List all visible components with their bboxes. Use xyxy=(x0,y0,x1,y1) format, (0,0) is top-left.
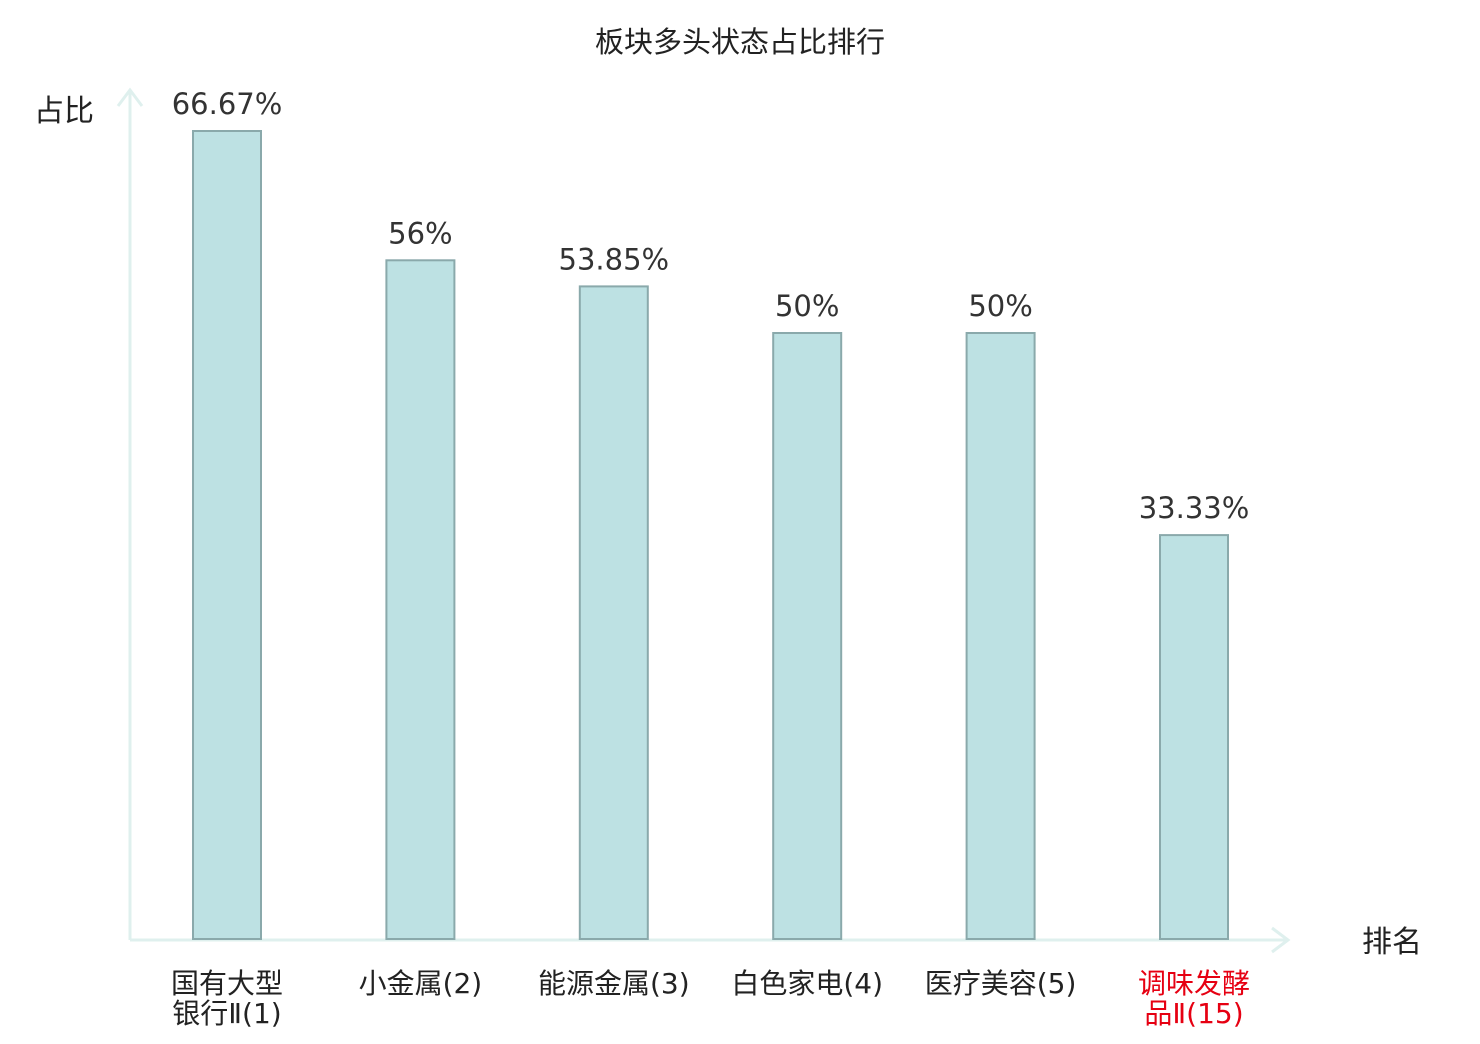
bar-2 xyxy=(385,259,456,940)
category-label-4-line-1: 白色家电(4) xyxy=(731,967,883,1000)
y-axis-label: 占比 xyxy=(34,94,94,129)
bar-1 xyxy=(192,130,262,940)
value-label-4: 50% xyxy=(775,289,839,323)
category-label-6-line-2: 品Ⅱ(15) xyxy=(1144,997,1243,1030)
y-axis-arrow-icon xyxy=(116,87,144,107)
value-label-3: 53.85% xyxy=(559,242,670,276)
bars-group xyxy=(192,130,1229,940)
bar-5 xyxy=(965,332,1036,940)
category-label-6-line-1: 调味发酵 xyxy=(1138,967,1250,1000)
chart-title: 板块多头状态占比排行 xyxy=(595,25,885,59)
category-label-2-line-1: 小金属(2) xyxy=(359,967,483,1000)
category-label-1-line-1: 国有大型 xyxy=(171,967,283,1000)
value-label-2: 56% xyxy=(388,216,452,250)
category-label-3-line-1: 能源金属(3) xyxy=(538,967,690,1000)
category-label-5-line-1: 医疗美容(5) xyxy=(925,967,1077,1000)
bar-3 xyxy=(578,285,649,940)
value-label-6: 33.33% xyxy=(1139,491,1250,525)
value-label-1: 66.67% xyxy=(172,87,283,121)
x-axis xyxy=(130,926,1291,954)
bar-4 xyxy=(772,332,843,940)
y-axis xyxy=(116,87,144,940)
bar-6 xyxy=(1159,534,1229,940)
value-label-5: 50% xyxy=(968,289,1032,323)
value-labels-group: 66.67% 56% 53.85% 50% 50% 33.33% xyxy=(172,87,1250,525)
x-axis-label: 排名 xyxy=(1362,925,1422,960)
x-axis-arrow-icon xyxy=(1271,926,1291,954)
category-label-1-line-2: 银行Ⅱ(1) xyxy=(172,997,281,1030)
